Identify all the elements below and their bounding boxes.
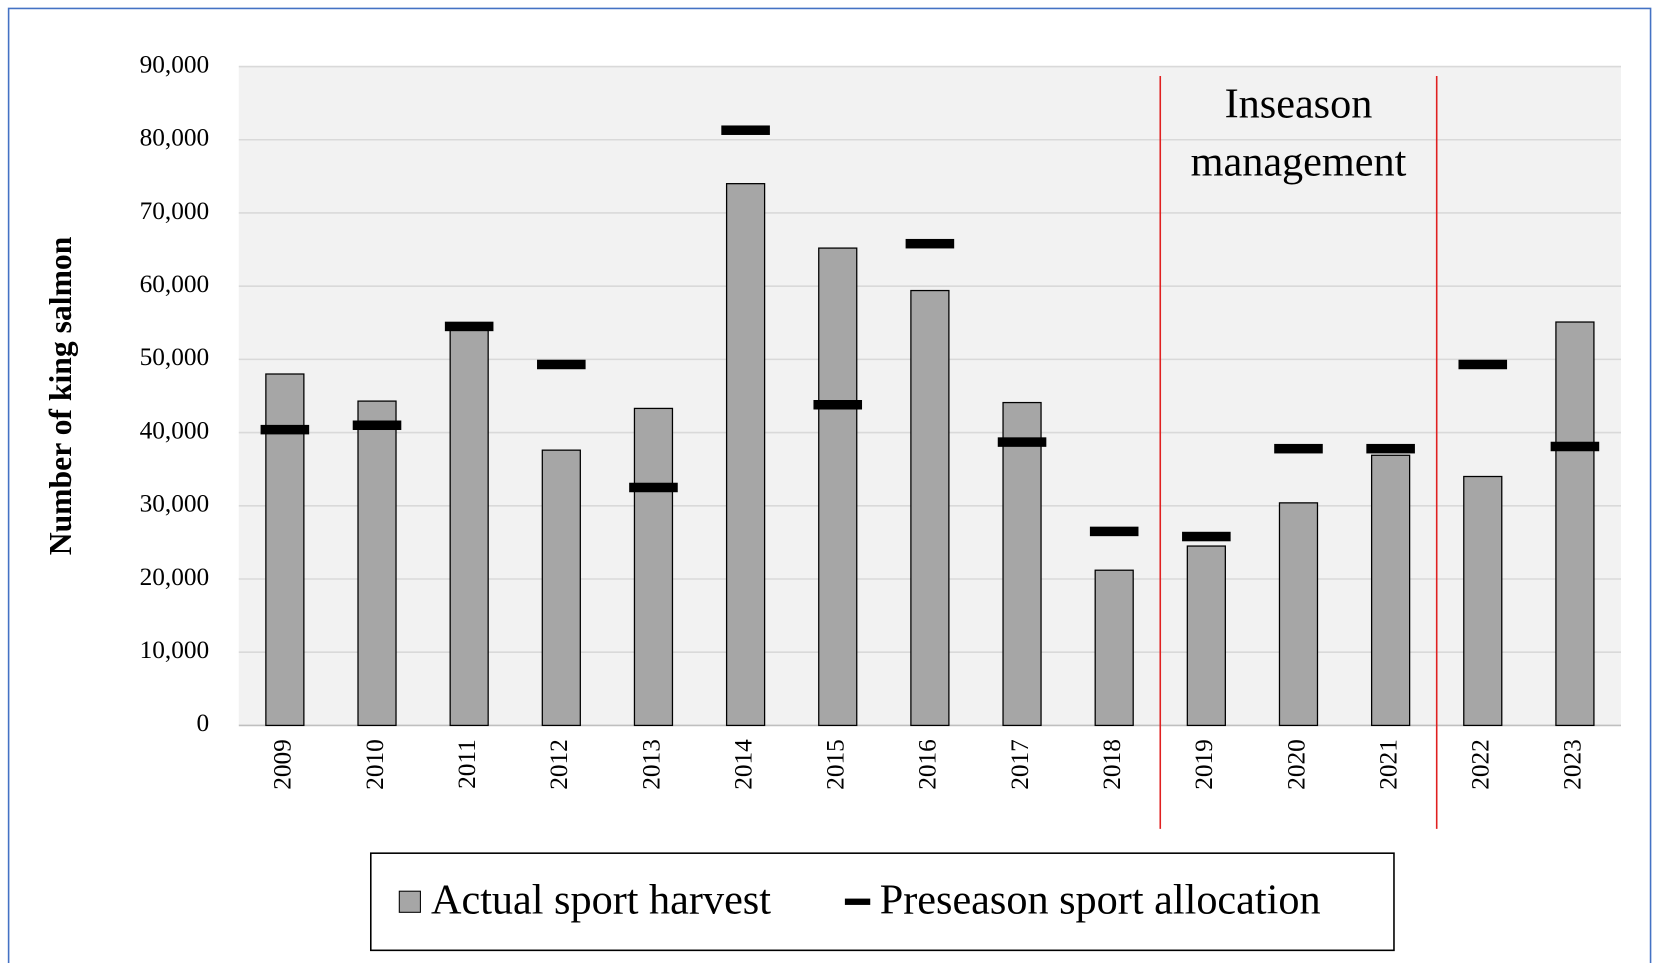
- bar: [1463, 475, 1503, 727]
- y-tick-label: 90,000: [140, 50, 210, 78]
- allocation-marker: [260, 424, 310, 435]
- y-tick-label: 40,000: [140, 416, 210, 444]
- legend-swatch: [844, 898, 871, 905]
- allocation-marker: [1089, 526, 1139, 537]
- x-tick-label: 2016: [914, 739, 942, 790]
- allocation-marker: [444, 321, 494, 332]
- x-tick-label: 2014: [729, 739, 757, 790]
- y-tick-label: 30,000: [140, 490, 210, 518]
- bar: [1278, 502, 1319, 727]
- x-tick-label: 2010: [361, 739, 389, 790]
- frame: [7, 7, 1652, 963]
- bar: [910, 289, 950, 727]
- bar: [1555, 321, 1595, 727]
- allocation-marker: [1274, 443, 1323, 454]
- bar: [1186, 545, 1226, 727]
- x-tick-label: 2019: [1190, 739, 1218, 790]
- y-tick-label: 20,000: [140, 563, 210, 591]
- allocation-marker: [1458, 359, 1508, 370]
- x-tick-label: 2009: [269, 739, 297, 790]
- legend-swatch: [398, 890, 421, 913]
- x-tick-label: 2023: [1559, 739, 1587, 790]
- x-tick-label: 2020: [1282, 739, 1310, 790]
- allocation-marker: [997, 437, 1047, 447]
- y-axis-title: Number of king salmon: [43, 236, 78, 555]
- x-tick-label: 2013: [637, 739, 665, 790]
- bar: [818, 247, 858, 727]
- x-tick-label: 2022: [1467, 739, 1495, 790]
- allocation-marker: [905, 238, 955, 249]
- y-tick-label: 80,000: [140, 124, 210, 152]
- bar: [1094, 569, 1134, 727]
- x-tick-label: 2017: [1006, 739, 1034, 790]
- allocation-marker: [813, 400, 863, 410]
- allocation-marker: [721, 125, 770, 135]
- allocation-marker: [1182, 531, 1231, 542]
- bar: [1370, 454, 1411, 727]
- allocation-marker: [537, 359, 586, 370]
- y-tick-label: 0: [197, 709, 210, 737]
- x-tick-label: 2012: [545, 739, 573, 790]
- legend: [369, 852, 1395, 952]
- y-tick-label: 60,000: [140, 270, 210, 298]
- legend-label: Preseason sport allocation: [880, 877, 1321, 924]
- allocation-marker: [1366, 443, 1415, 454]
- annotation: management: [1191, 138, 1407, 185]
- allocation-marker: [352, 420, 402, 431]
- x-tick-label: 2021: [1374, 739, 1402, 790]
- y-tick-label: 50,000: [140, 343, 210, 371]
- y-tick-label: 70,000: [140, 197, 210, 225]
- allocation-marker: [1550, 441, 1600, 452]
- bar: [1002, 401, 1042, 727]
- annotation: Inseason: [1225, 80, 1373, 127]
- bar: [633, 407, 674, 727]
- bar: [449, 325, 489, 727]
- bar: [541, 449, 581, 727]
- bar: [357, 400, 397, 727]
- y-tick-label: 10,000: [140, 636, 210, 664]
- bar: [725, 183, 766, 727]
- allocation-marker: [629, 482, 678, 493]
- x-tick-label: 2015: [822, 739, 850, 790]
- legend-label: Actual sport harvest: [431, 877, 771, 924]
- x-tick-label: 2011: [453, 739, 481, 789]
- x-tick-label: 2018: [1098, 739, 1126, 790]
